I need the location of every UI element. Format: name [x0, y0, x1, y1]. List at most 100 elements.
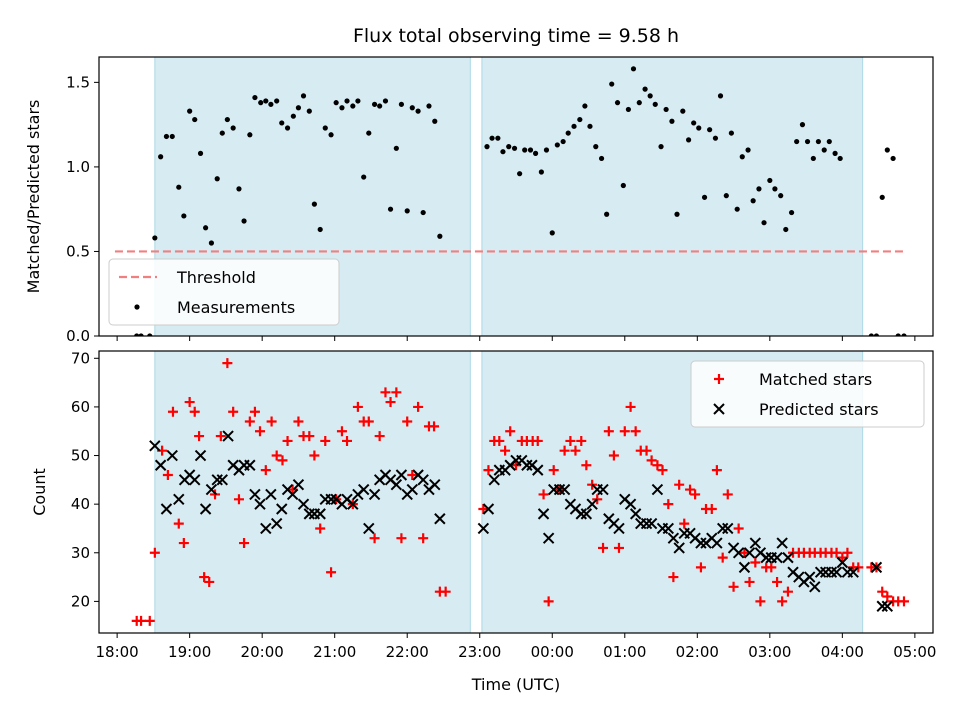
legend: Threshold Measurements: [108, 258, 340, 326]
matched-point: [882, 591, 893, 602]
matched-point: [695, 562, 706, 573]
measurement-point: [630, 66, 637, 72]
measurement-point: [377, 103, 383, 109]
measurement-point: [636, 100, 642, 106]
matched-point: [440, 586, 451, 597]
measurement-point: [382, 98, 389, 104]
matched-point: [674, 479, 685, 490]
observing-window-1: [481, 56, 864, 337]
matched-point: [396, 533, 407, 544]
matched-point: [608, 450, 619, 461]
predicted-point: [270, 517, 283, 530]
matched-point: [598, 542, 609, 553]
matched-point: [478, 504, 489, 515]
matched-point: [576, 435, 587, 446]
y-tick-label: 0.0: [66, 327, 90, 345]
measurement-point: [614, 100, 621, 106]
predicted-point: [357, 483, 370, 496]
measurement-point: [701, 194, 708, 200]
measurement-point: [609, 81, 615, 87]
series-measurements: [134, 66, 907, 336]
y-tick-label: 0.5: [66, 242, 90, 260]
measurement-point: [538, 169, 544, 175]
y-axis-title: Count: [30, 468, 49, 516]
matched-point: [717, 552, 728, 563]
x-axis-title: Time (UTC): [471, 675, 560, 694]
predicted-point: [166, 449, 178, 462]
measurement-point: [311, 201, 317, 207]
predicted-point: [254, 498, 266, 510]
x-tick-label: 01:00: [603, 643, 646, 661]
measurement-point: [794, 138, 800, 145]
measurement-point: [176, 184, 182, 190]
measurement-point: [625, 106, 632, 113]
measurement-point: [761, 220, 767, 226]
predicted-point: [276, 503, 288, 515]
measurement-point: [163, 133, 170, 140]
measurement-point: [620, 182, 626, 189]
measurement-point: [295, 105, 302, 111]
measurement-point: [723, 193, 729, 199]
y-tick-label: 1.0: [66, 158, 90, 176]
ratio-panel: 0.0 0.5 1.0 1.5 Matched/Predicted stars Thres…: [24, 56, 934, 345]
predicted-point: [847, 566, 859, 578]
measurement-point: [691, 120, 697, 126]
matched-point: [842, 547, 853, 558]
predicted-point: [640, 517, 653, 530]
matched-point: [722, 489, 733, 500]
predicted-point: [347, 498, 359, 510]
predicted-point: [216, 474, 228, 486]
matched-point: [630, 426, 641, 437]
matched-point: [483, 465, 494, 476]
measurement-point: [868, 333, 874, 336]
matched-point: [505, 426, 516, 437]
measurement-point: [219, 130, 225, 136]
measurement-point: [734, 206, 740, 212]
x-tick-label: 02:00: [676, 643, 719, 661]
measurement-point: [366, 130, 372, 136]
measurement-point: [565, 130, 571, 136]
matched-point: [831, 547, 842, 558]
measurement-point: [203, 225, 209, 231]
predicted-point: [297, 498, 310, 510]
measurement-point: [263, 98, 269, 104]
predicted-point: [189, 474, 201, 486]
predicted-point: [558, 483, 571, 496]
measurement-point: [686, 137, 692, 143]
measurement-point: [268, 101, 274, 107]
matched-point: [668, 572, 679, 583]
measurement-point: [728, 130, 734, 136]
measurement-point: [500, 149, 506, 155]
matched-point: [407, 469, 418, 480]
axes-frame: [98, 56, 934, 337]
measurement-point: [187, 108, 193, 114]
matched-point: [663, 499, 674, 510]
measurement-point: [669, 118, 675, 124]
predicted-point: [488, 474, 500, 486]
x-tick-label: 21:00: [313, 643, 356, 661]
predicted-point: [804, 571, 816, 583]
predicted-point: [211, 474, 223, 486]
y-axis-title: Matched/Predicted stars: [24, 100, 43, 294]
predicted-point: [830, 566, 843, 578]
measurement-point: [489, 135, 495, 141]
measurement-point: [415, 108, 421, 114]
matched-point: [603, 426, 614, 437]
matched-point: [652, 460, 663, 471]
x-tick-label: 20:00: [241, 643, 284, 661]
predicted-point: [553, 483, 566, 496]
measurement-point: [241, 218, 247, 224]
matched-point: [266, 416, 277, 427]
x-tick-label: 05:00: [893, 643, 936, 661]
predicted-point: [173, 493, 185, 506]
predicted-point: [363, 522, 375, 535]
measurement-point: [560, 138, 566, 145]
predicted-point: [613, 522, 625, 535]
predicted-point: [434, 513, 446, 525]
matched-point: [228, 406, 239, 417]
matched-point: [837, 552, 848, 563]
matched-point: [744, 576, 755, 587]
measurement-point: [224, 116, 230, 123]
measurement-point: [420, 209, 426, 216]
measurement-point: [543, 147, 550, 153]
